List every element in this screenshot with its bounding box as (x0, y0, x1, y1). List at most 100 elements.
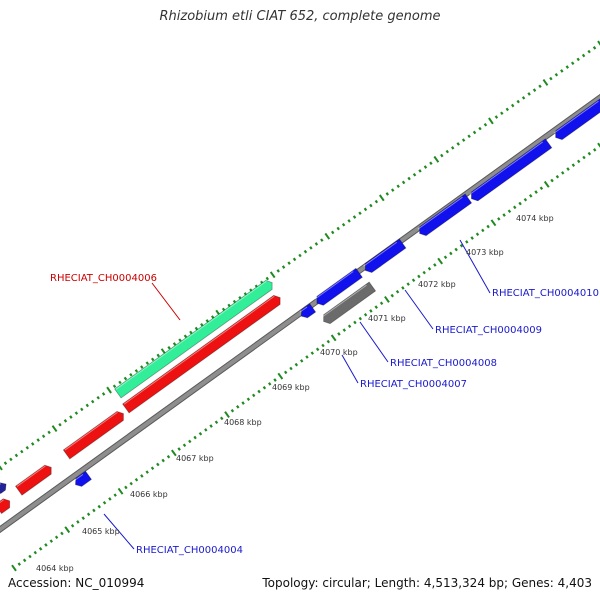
gene-feature-red-shape (0, 498, 11, 515)
gene-feature-blue-shape (316, 267, 363, 306)
inner-tick (374, 305, 378, 309)
outer-tick (456, 142, 460, 146)
inner-tick (401, 286, 405, 290)
outer-tick (205, 319, 210, 323)
inner-tick (571, 163, 576, 167)
inner-tick (86, 512, 91, 517)
outer-tick (597, 40, 600, 46)
outer-tick (140, 365, 144, 369)
outer-tick (592, 46, 597, 50)
gene-feature-red (14, 464, 52, 496)
inner-tick (241, 401, 245, 405)
gene-feature-blue (299, 303, 317, 319)
outer-tick (63, 419, 68, 423)
inner-tick (513, 205, 517, 210)
outer-tick (532, 88, 537, 92)
gene-feature-red (0, 498, 11, 515)
gene-feature-blue (417, 193, 473, 237)
scale-label: 4070 kbp (320, 348, 358, 357)
outer-tick (396, 184, 400, 189)
gene-feature-blue (469, 138, 553, 202)
scale-label: 4066 kbp (130, 490, 168, 499)
outer-tick (336, 226, 340, 231)
genome-summary-text: Topology: circular; Length: 4,513,324 bp… (262, 576, 592, 590)
outer-tick (189, 330, 193, 335)
outer-tick (363, 207, 368, 212)
gene-feature-red-shape (122, 294, 281, 414)
outer-tick (320, 238, 324, 242)
outer-tick (90, 399, 95, 404)
inner-tick (395, 289, 400, 294)
inner-tick (204, 428, 208, 432)
outer-tick (554, 72, 559, 77)
inner-tick (289, 366, 293, 371)
gene-feature-blue (363, 238, 407, 273)
outer-tick (58, 422, 62, 427)
gene-label: RHECIAT_CH0004004 (136, 545, 243, 556)
inner-tick (170, 449, 177, 457)
outer-tick (445, 149, 450, 154)
outer-tick (494, 115, 499, 119)
gene-feature-blue-highlight (469, 141, 543, 195)
inner-tick (539, 186, 544, 190)
outer-tick (467, 134, 471, 139)
gene-label: RHECIAT_CH0004008 (390, 358, 497, 369)
scale-label: 4072 kbp (418, 280, 456, 289)
inner-tick (449, 251, 453, 256)
inner-tick (156, 462, 160, 467)
outer-tick (352, 215, 357, 219)
inner-tick (310, 351, 315, 355)
outer-tick (516, 99, 520, 104)
gene-feature-blue-highlight (363, 241, 398, 267)
inner-tick (486, 224, 490, 229)
scale-label: 4064 kbp (36, 564, 74, 573)
outer-tick (51, 425, 58, 432)
inner-tick (481, 228, 485, 233)
inner-tick (198, 431, 203, 436)
gene-feature-red-shape (14, 464, 52, 496)
gene-feature-red-highlight (123, 295, 275, 405)
inner-tick (443, 255, 448, 260)
inner-tick (64, 526, 71, 534)
inner-tick (17, 562, 22, 566)
inner-tick (150, 466, 155, 471)
scale-label: 4068 kbp (224, 418, 262, 427)
outer-tick (101, 392, 106, 396)
inner-tick (267, 382, 272, 386)
outer-tick (303, 249, 308, 254)
outer-tick (106, 386, 112, 394)
outer-tick (330, 230, 335, 235)
inner-tick (273, 378, 277, 382)
inner-tick (353, 320, 357, 325)
gene-feature-blue-highlight (314, 271, 354, 300)
inner-tick (315, 347, 320, 352)
outer-tick (401, 180, 406, 185)
inner-tick (529, 194, 533, 198)
outer-tick (407, 176, 411, 181)
inner-tick (384, 296, 390, 303)
inner-tick (550, 178, 554, 183)
scale-label: 4065 kbp (82, 527, 120, 536)
outer-tick (200, 322, 204, 327)
outer-tick (118, 380, 122, 385)
inner-tick (363, 313, 368, 317)
outer-tick (276, 269, 280, 273)
inner-tick (11, 564, 17, 572)
outer-tick (418, 169, 422, 173)
label-leader-line (359, 321, 389, 363)
outer-tick (549, 76, 553, 81)
outer-tick (41, 434, 46, 439)
inner-tick (555, 174, 560, 179)
gene-feature-gray (321, 281, 377, 325)
inner-tick (518, 201, 522, 206)
outer-tick (429, 161, 433, 166)
label-leader-lines (103, 239, 491, 550)
inner-tick (102, 500, 107, 505)
gene-feature-blue (553, 97, 600, 141)
inner-tick (523, 197, 528, 202)
inner-tick (33, 550, 38, 555)
inner-tick (129, 481, 133, 486)
gene-label: RHECIAT_CH0004010 (492, 288, 599, 299)
gene-label: RHECIAT_CH0004009 (435, 325, 542, 336)
